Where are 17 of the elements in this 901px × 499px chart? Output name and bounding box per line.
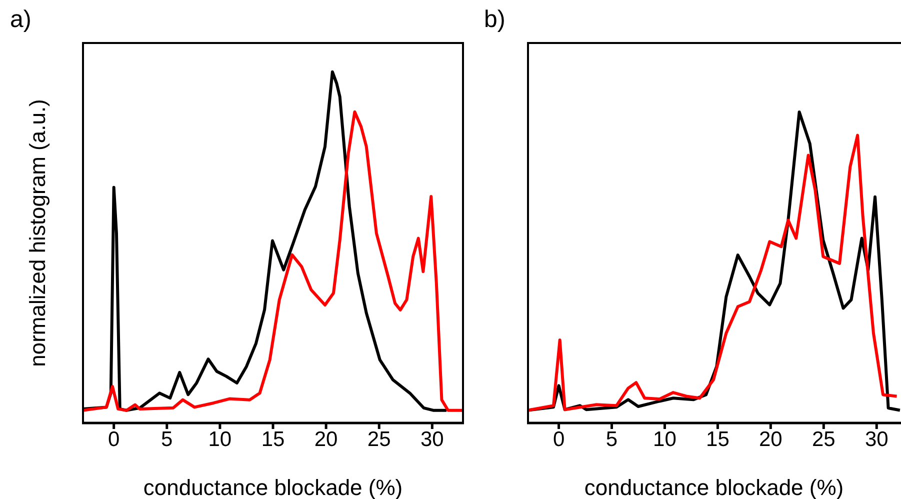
chart-title: b) <box>484 6 506 34</box>
x-tick-label: 25 <box>812 428 836 451</box>
y-axis-title: normalized histogram (a.u.) <box>25 98 51 366</box>
chart-title: a) <box>10 6 32 34</box>
x-tick-label: 0 <box>108 428 120 451</box>
x-tick-label: 5 <box>606 428 618 451</box>
x-tick-label: 25 <box>367 428 391 451</box>
x-tick-label: 10 <box>653 428 676 451</box>
x-tick-label: 15 <box>261 428 285 451</box>
x-tick-label: 10 <box>208 428 232 451</box>
x-tick-label: 30 <box>420 428 444 451</box>
x-tick-label: 15 <box>706 428 730 451</box>
x-tick-label: 5 <box>161 428 173 451</box>
x-tick-label: 20 <box>314 428 338 451</box>
x-tick-label: 20 <box>759 428 782 451</box>
x-tick-label: 30 <box>864 428 888 451</box>
x-tick-label: 0 <box>552 428 565 451</box>
